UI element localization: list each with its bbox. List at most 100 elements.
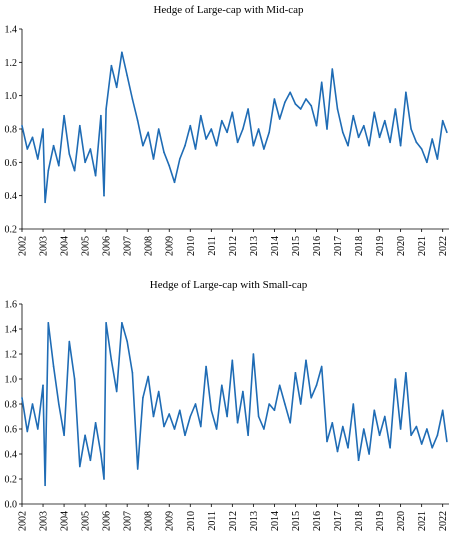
data-point xyxy=(52,144,55,147)
data-point xyxy=(315,384,318,387)
data-point xyxy=(252,353,255,355)
data-point xyxy=(415,425,418,428)
data-point xyxy=(294,371,297,374)
data-point xyxy=(126,340,128,343)
x-tick-label: 2007 xyxy=(123,236,134,256)
data-point xyxy=(373,111,376,114)
data-point xyxy=(84,161,86,164)
data-point xyxy=(21,124,23,127)
x-tick-label: 2002 xyxy=(18,236,29,256)
data-point xyxy=(242,128,244,130)
data-point xyxy=(378,136,381,139)
data-point xyxy=(384,119,386,122)
data-point xyxy=(289,421,291,424)
data-point xyxy=(21,396,23,399)
x-tick-label: 2012 xyxy=(228,236,239,256)
data-point xyxy=(42,384,44,387)
data-point xyxy=(215,428,218,430)
data-point xyxy=(173,181,176,184)
data-point xyxy=(352,114,355,117)
y-tick-label: 0.6 xyxy=(5,425,18,436)
y-tick-label: 1.4 xyxy=(5,325,18,336)
data-point xyxy=(136,468,139,470)
data-point xyxy=(263,428,265,430)
data-point xyxy=(257,128,260,130)
data-point xyxy=(446,131,448,134)
data-point xyxy=(410,434,412,437)
series-line xyxy=(21,321,448,487)
x-tick-label: 2022 xyxy=(438,236,449,256)
x-tick-label: 2009 xyxy=(165,511,176,531)
data-point xyxy=(341,425,344,428)
data-point xyxy=(278,384,281,387)
data-point xyxy=(263,148,265,150)
x-tick-label: 2015 xyxy=(291,511,302,531)
x-tick-label: 2008 xyxy=(144,236,155,256)
data-point xyxy=(84,434,86,437)
data-point xyxy=(389,141,391,144)
x-tick-label: 2008 xyxy=(144,511,155,531)
line-chart-midcap: 0.2 0.4 0.6 0.8 1.0 1.2 1.4 2002 2003 2004 2005 200… xyxy=(5,25,450,257)
data-point xyxy=(52,365,55,368)
data-point xyxy=(315,124,318,127)
data-point xyxy=(368,144,370,147)
data-point xyxy=(336,108,339,110)
data-point xyxy=(199,425,202,428)
data-point xyxy=(205,365,207,368)
data-point xyxy=(242,390,244,393)
data-point xyxy=(247,108,249,110)
y-tick-label: 0.4 xyxy=(5,450,18,461)
data-point xyxy=(363,124,365,127)
x-tick-label: 2019 xyxy=(375,236,386,256)
data-point xyxy=(126,74,128,77)
data-point xyxy=(26,430,29,433)
data-point xyxy=(378,434,381,437)
x-tick-label: 2014 xyxy=(270,511,281,531)
data-point xyxy=(420,443,423,445)
chart-title: Hedge of Large-cap with Mid-cap xyxy=(153,4,304,16)
data-point xyxy=(115,86,118,89)
x-tick-label: 2015 xyxy=(291,236,302,256)
data-point xyxy=(405,91,407,94)
data-point xyxy=(326,440,328,443)
data-point xyxy=(426,161,428,164)
data-point xyxy=(184,434,186,437)
x-tick-label: 2018 xyxy=(354,511,365,531)
data-point xyxy=(89,148,92,150)
data-point xyxy=(63,434,65,437)
data-point xyxy=(157,128,160,130)
data-point xyxy=(299,403,302,405)
data-point xyxy=(168,164,171,167)
data-point xyxy=(110,64,113,67)
x-tick-label: 2013 xyxy=(249,511,260,531)
data-point xyxy=(42,128,44,130)
data-point xyxy=(58,164,60,167)
data-point xyxy=(210,409,213,412)
data-point xyxy=(310,396,313,399)
data-point xyxy=(431,446,433,449)
x-tick-label: 2006 xyxy=(102,236,113,256)
data-point xyxy=(394,378,397,380)
x-tick-label: 2020 xyxy=(396,236,407,256)
data-point xyxy=(157,390,160,393)
x-tick-label: 2007 xyxy=(123,511,134,531)
data-point xyxy=(410,128,412,130)
data-point xyxy=(26,148,29,150)
x-tick-label: 2017 xyxy=(333,511,344,531)
data-point xyxy=(215,144,218,147)
data-point xyxy=(363,428,365,430)
x-tick-label: 2019 xyxy=(375,511,386,531)
data-point xyxy=(103,194,105,197)
data-point xyxy=(152,415,155,418)
x-tick-label: 2009 xyxy=(165,236,176,256)
y-tick-label: 1.2 xyxy=(5,58,18,69)
data-point xyxy=(252,144,255,147)
data-point xyxy=(115,390,118,393)
data-point xyxy=(399,428,402,430)
data-point xyxy=(336,450,339,453)
x-tick-label: 2003 xyxy=(39,236,50,256)
data-point xyxy=(236,421,239,424)
data-point xyxy=(289,91,291,94)
data-point xyxy=(341,131,344,134)
x-tick-label: 2004 xyxy=(60,236,71,256)
